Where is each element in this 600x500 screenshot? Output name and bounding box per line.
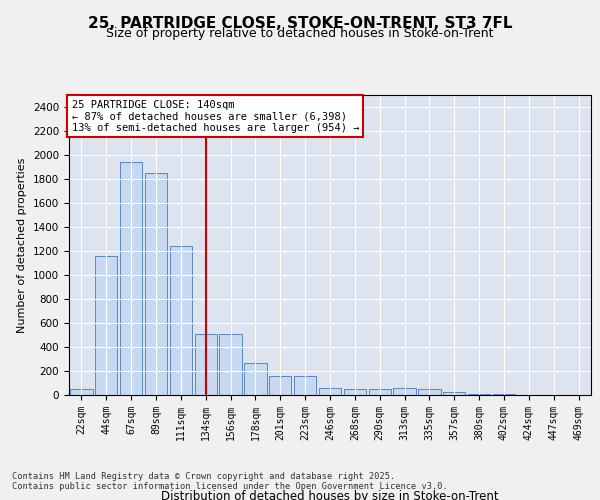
X-axis label: Distribution of detached houses by size in Stoke-on-Trent: Distribution of detached houses by size … [161,490,499,500]
Text: 25, PARTRIDGE CLOSE, STOKE-ON-TRENT, ST3 7FL: 25, PARTRIDGE CLOSE, STOKE-ON-TRENT, ST3… [88,16,512,31]
Text: Contains public sector information licensed under the Open Government Licence v3: Contains public sector information licen… [12,482,448,491]
Bar [70,389,92,395]
Y-axis label: Number of detached properties: Number of detached properties [17,158,28,332]
Bar [220,334,242,395]
Bar [493,394,515,395]
Bar [368,389,391,395]
Text: Size of property relative to detached houses in Stoke-on-Trent: Size of property relative to detached ho… [106,26,494,40]
Bar [194,334,217,395]
Bar [344,389,366,395]
Text: 25 PARTRIDGE CLOSE: 140sqm
← 87% of detached houses are smaller (6,398)
13% of s: 25 PARTRIDGE CLOSE: 140sqm ← 87% of deta… [71,100,359,132]
Bar [468,394,490,395]
Bar [394,388,416,395]
Bar [170,246,192,395]
Text: Contains HM Land Registry data © Crown copyright and database right 2025.: Contains HM Land Registry data © Crown c… [12,472,395,481]
Bar [418,389,440,395]
Bar [244,363,266,395]
Bar [95,256,118,395]
Bar [294,376,316,395]
Bar [443,392,466,395]
Bar [145,173,167,395]
Bar [120,162,142,395]
Bar [319,388,341,395]
Bar [269,376,292,395]
